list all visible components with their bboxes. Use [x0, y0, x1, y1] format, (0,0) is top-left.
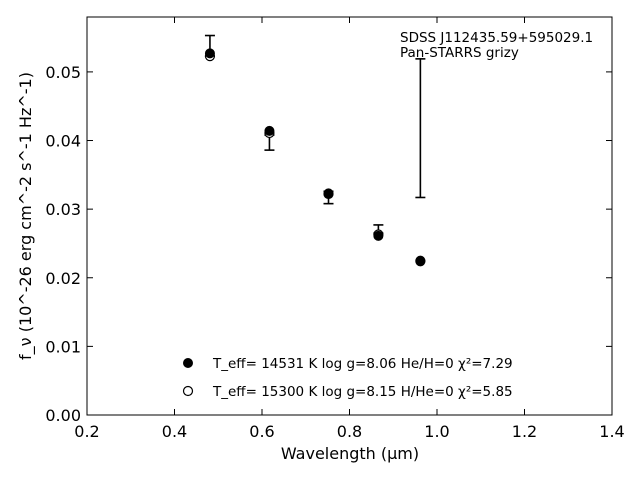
- x-tick-label: 0.2: [74, 422, 99, 441]
- legend-marker: [182, 385, 194, 397]
- model-point-filled: [204, 48, 215, 59]
- y-tick-label: 0.04: [45, 132, 81, 151]
- error-bar: [415, 58, 426, 199]
- y-tick-label: 0.01: [45, 337, 81, 356]
- model-point-filled: [323, 188, 334, 199]
- y-tick-label: 0.00: [45, 406, 81, 425]
- x-tick-label: 0.8: [337, 422, 362, 441]
- legend-entry-label: T_eff= 14531 K log g=8.06 He/H=0 χ²=7.29: [212, 356, 513, 372]
- x-tick-label: 1.2: [512, 422, 537, 441]
- chart-annotation-line-1: SDSS J112435.59+595029.1: [400, 30, 593, 46]
- model-point-filled: [415, 255, 426, 266]
- x-tick-label: 0.6: [249, 422, 274, 441]
- y-tick-label: 0.02: [45, 269, 81, 288]
- model-point-filled: [264, 125, 275, 136]
- legend-marker: [183, 358, 193, 368]
- x-axis-label: Wavelength (μm): [281, 444, 419, 463]
- y-tick-label: 0.03: [45, 200, 81, 219]
- x-tick-label: 1.4: [599, 422, 624, 441]
- model-point-filled: [373, 230, 384, 241]
- x-tick-label: 0.4: [162, 422, 187, 441]
- x-tick-label: 1.0: [424, 422, 449, 441]
- y-tick-label: 0.05: [45, 63, 81, 82]
- legend-entry-label: T_eff= 15300 K log g=8.15 H/He=0 χ²=5.85: [212, 384, 513, 400]
- y-axis-label: f_ν (10^-26 erg cm^-2 s^-1 Hz^-1): [16, 72, 36, 360]
- chart-annotation-line-2: Pan-STARRS grizy: [400, 45, 519, 61]
- plot-frame: [86, 16, 613, 416]
